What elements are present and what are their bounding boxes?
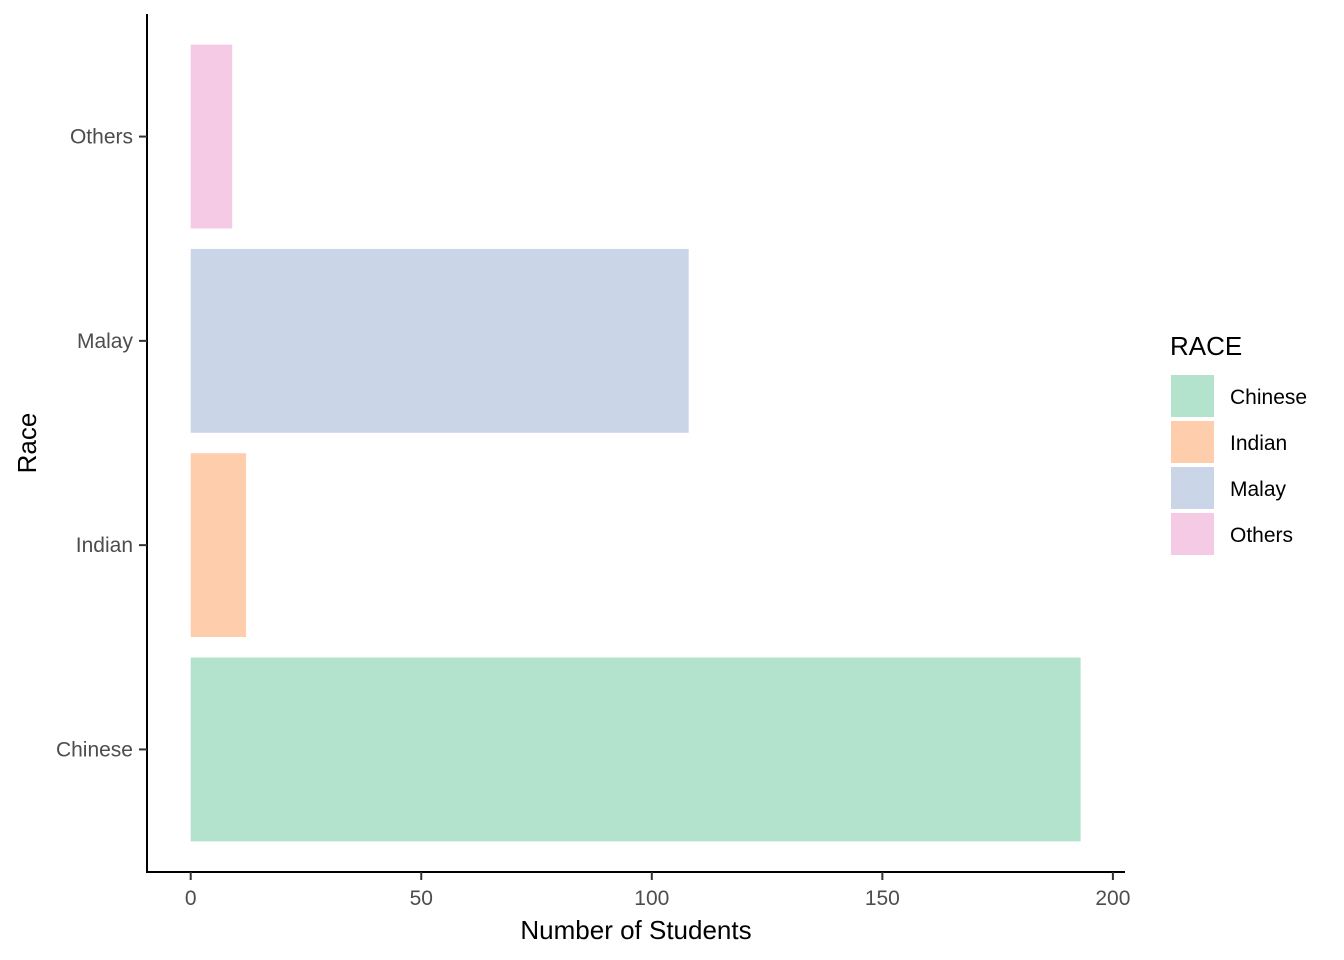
x-tick-label: 150 <box>865 887 900 910</box>
x-axis-title: Number of Students <box>520 915 751 945</box>
legend-items: Chinese Indian Malay Others <box>1171 375 1307 555</box>
x-tick-label: 100 <box>634 887 669 910</box>
y-tick-label-others: Others <box>70 126 133 149</box>
y-tick-label-indian: Indian <box>76 534 133 557</box>
legend-key-indian <box>1171 421 1214 463</box>
y-tick-label-malay: Malay <box>77 330 134 353</box>
legend-label-indian: Indian <box>1230 432 1287 455</box>
y-axis-title: Race <box>12 413 42 474</box>
bar-indian <box>190 453 247 638</box>
legend-key-chinese <box>1171 375 1214 417</box>
bar-chinese <box>190 657 1081 842</box>
legend-key-malay <box>1171 467 1214 509</box>
legend-label-chinese: Chinese <box>1230 386 1307 409</box>
bar-malay <box>190 248 689 433</box>
x-tick-label: 50 <box>410 887 433 910</box>
y-tick-label-chinese: Chinese <box>56 738 133 761</box>
x-tick-label: 200 <box>1095 887 1130 910</box>
x-tick-label: 0 <box>185 887 197 910</box>
y-axis-ticks: Chinese Indian Malay Others <box>56 126 147 761</box>
x-axis-ticks: 0 50 100 150 200 <box>185 872 1130 910</box>
bars-layer <box>190 44 1081 842</box>
legend-key-others <box>1171 513 1214 555</box>
legend-label-malay: Malay <box>1230 478 1287 501</box>
legend-label-others: Others <box>1230 524 1293 547</box>
bar-others <box>190 44 233 229</box>
legend: RACE Chinese Indian Malay Others <box>1170 331 1307 555</box>
legend-title: RACE <box>1170 331 1242 361</box>
